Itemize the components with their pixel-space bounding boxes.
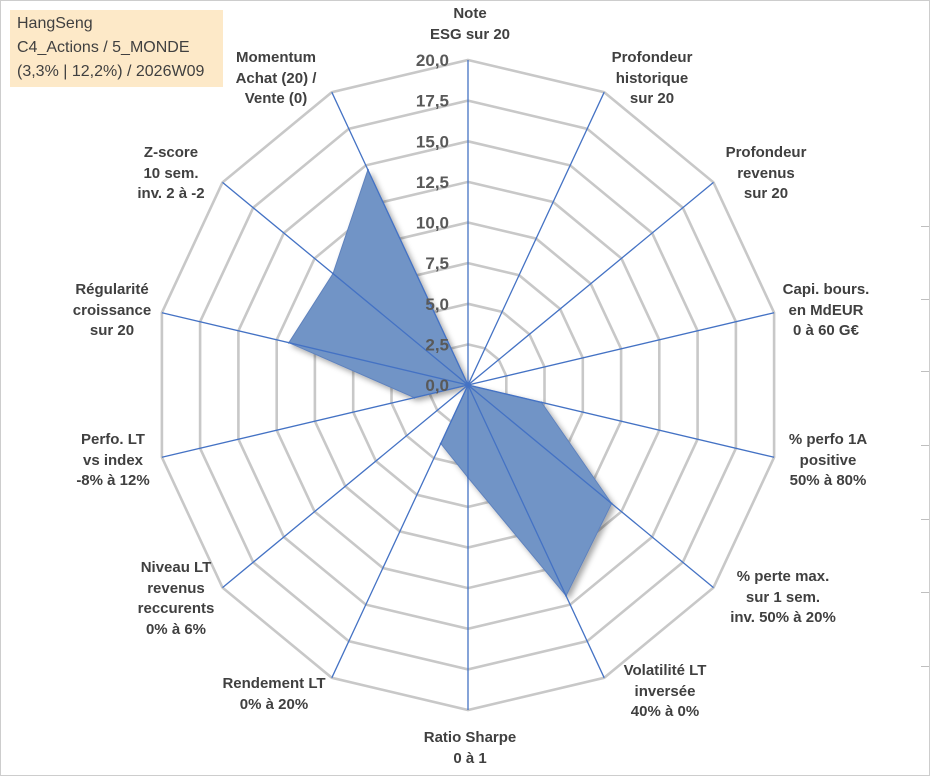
axis-label-niveau-lt-revenus: Niveau LT revenus reccurents 0% à 6% bbox=[86, 558, 266, 640]
radial-tick-label: 20,0 bbox=[416, 51, 449, 70]
edge-tick-mark bbox=[921, 592, 929, 593]
axis-label-line: 10 sem. bbox=[143, 164, 199, 182]
axis-label-perfo-1a: % perfo 1A positive 50% à 80% bbox=[738, 430, 918, 492]
axis-label-line: inv. 50% à 20% bbox=[730, 609, 836, 626]
edge-tick-mark bbox=[921, 666, 929, 667]
radial-tick-labels: 0,0 2,5 5,0 7,5 10,0 12,5 15,0 17,5 20,0 bbox=[416, 51, 449, 395]
axis-label-line: Vente (0) bbox=[244, 90, 308, 107]
axis-label-line: revenus bbox=[737, 164, 795, 182]
axis-label-line: vs index bbox=[82, 451, 144, 469]
axis-label-line: historique bbox=[615, 69, 689, 87]
axis-label-line: Capi. bours. bbox=[782, 281, 870, 298]
axis-label-line: ESG sur 20 bbox=[429, 25, 511, 43]
edge-tick-mark bbox=[921, 299, 929, 300]
axis-line bbox=[331, 384, 469, 679]
axis-label-line: 0 à 1 bbox=[453, 749, 487, 767]
axis-label-rendement-lt: Rendement LT 0% à 20% bbox=[184, 674, 364, 715]
info-box-line: (3,3% | 12,2%) / 2026W09 bbox=[17, 63, 205, 80]
axis-label-volatilite-lt: Volatilité LT inversée 40% à 0% bbox=[575, 661, 755, 723]
axis-label-ratio-sharpe: Ratio Sharpe 0 à 1 bbox=[380, 728, 560, 769]
radial-tick-label: 15,0 bbox=[416, 132, 449, 151]
axis-label-line: 40% à 0% bbox=[630, 703, 700, 720]
axis-label-line: Profondeur bbox=[611, 49, 693, 66]
axis-label-line: sur 1 sem. bbox=[745, 588, 821, 606]
axis-label-line: Momentum bbox=[236, 49, 316, 66]
info-box: HangSeng C4_Actions / 5_MONDE (3,3% | 12… bbox=[10, 10, 223, 87]
axis-label-line: Niveau LT bbox=[140, 559, 212, 576]
radial-tick-label: 0,0 bbox=[425, 376, 449, 395]
axis-label-profondeur-revenus: Profondeur revenus sur 20 bbox=[676, 143, 856, 205]
axis-label-line: Note bbox=[453, 5, 487, 22]
axis-label-regularite-croissance: Régularité croissance sur 20 bbox=[22, 280, 202, 342]
axis-label-line: Régularité bbox=[75, 281, 149, 298]
axis-label-line: croissance bbox=[72, 301, 152, 319]
axis-label-momentum: Momentum Achat (20) / Vente (0) bbox=[186, 48, 366, 110]
axis-label-line: positive bbox=[799, 451, 857, 469]
axis-line bbox=[222, 384, 469, 589]
edge-tick-mark bbox=[921, 371, 929, 372]
axis-label-line: Rendement LT bbox=[222, 675, 326, 692]
radial-tick-label: 12,5 bbox=[416, 173, 449, 192]
axis-label-line: Perfo. LT bbox=[81, 431, 145, 448]
axis-label-perte-max: % perte max. sur 1 sem. inv. 50% à 20% bbox=[693, 567, 873, 629]
axis-lines bbox=[161, 60, 775, 710]
axis-label-line: 0 à 60 G€ bbox=[793, 322, 859, 339]
axis-label-line: sur 20 bbox=[89, 322, 135, 339]
axis-label-line: Volatilité LT bbox=[623, 662, 707, 679]
radial-tick-label: 5,0 bbox=[425, 295, 449, 314]
radial-tick-label: 2,5 bbox=[425, 335, 449, 354]
axis-label-line: Ratio Sharpe bbox=[423, 729, 517, 746]
axis-label-capi-bours: Capi. bours. en MdEUR 0 à 60 G€ bbox=[736, 280, 916, 342]
edge-tick-mark bbox=[921, 445, 929, 446]
axis-label-line: 0% à 20% bbox=[239, 695, 309, 713]
info-box-line: C4_Actions / 5_MONDE bbox=[17, 39, 190, 56]
axis-label-profondeur-historique: Profondeur historique sur 20 bbox=[562, 48, 742, 110]
axis-label-line: sur 20 bbox=[743, 185, 789, 202]
axis-line bbox=[161, 312, 469, 386]
axis-line bbox=[222, 181, 469, 386]
radial-tick-label: 10,0 bbox=[416, 214, 449, 233]
radial-tick-label: 17,5 bbox=[416, 92, 449, 111]
axis-label-line: inv. 2 à -2 bbox=[137, 185, 205, 202]
axis-label-line: 50% à 80% bbox=[789, 472, 867, 489]
axis-label-line: 0% à 6% bbox=[145, 620, 207, 638]
axis-label-line: revenus bbox=[147, 579, 205, 597]
series-area-layer bbox=[287, 168, 613, 597]
edge-tick-mark bbox=[921, 519, 929, 520]
edge-tick-mark bbox=[921, 226, 929, 227]
axis-line bbox=[331, 91, 469, 386]
axis-label-z-score: Z-score 10 sem. inv. 2 à -2 bbox=[81, 143, 261, 205]
info-box-line: HangSeng bbox=[17, 15, 93, 32]
axis-label-note-esg: Note ESG sur 20 bbox=[380, 4, 560, 45]
axis-label-line: Z-score bbox=[143, 144, 199, 161]
axis-label-line: % perfo 1A bbox=[788, 431, 868, 448]
axis-line bbox=[467, 91, 605, 386]
axis-label-line: en MdEUR bbox=[788, 301, 864, 319]
axis-line bbox=[467, 384, 775, 458]
axis-label-perfo-lt-vs-index: Perfo. LT vs index -8% à 12% bbox=[23, 430, 203, 492]
axis-label-line: sur 20 bbox=[629, 90, 675, 107]
axis-line bbox=[467, 312, 775, 386]
axis-line bbox=[467, 384, 605, 679]
axis-label-line: reccurents bbox=[137, 600, 215, 617]
axis-line bbox=[467, 384, 714, 589]
radial-tick-label: 7,5 bbox=[425, 254, 449, 273]
axis-label-line: inversée bbox=[634, 682, 696, 700]
axis-label-line: % perte max. bbox=[736, 568, 830, 585]
axis-label-line: Profondeur bbox=[725, 144, 807, 161]
axis-label-line: Achat (20) / bbox=[235, 69, 317, 87]
axis-label-line: -8% à 12% bbox=[76, 472, 150, 489]
axis-line bbox=[161, 384, 469, 458]
axis-line bbox=[467, 181, 714, 386]
